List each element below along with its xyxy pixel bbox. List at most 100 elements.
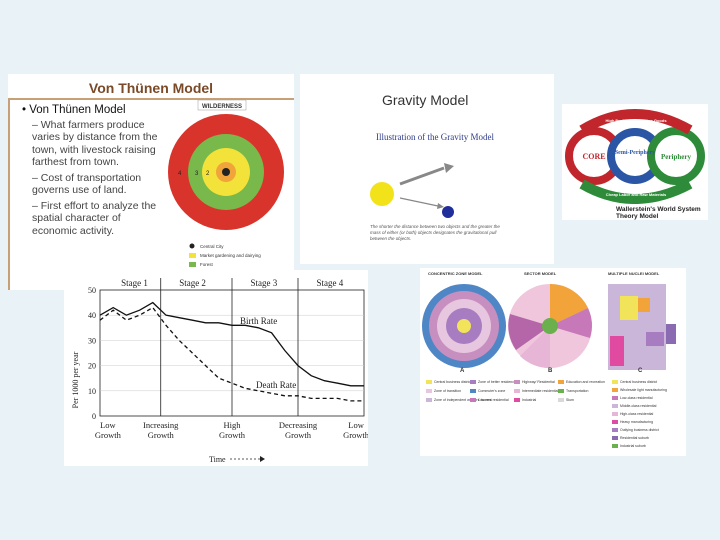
- von-thunen-panel: Von Thünen Model • Von Thünen Model – Wh…: [8, 74, 294, 290]
- concentric-title: CONCENTRIC ZONE MODEL: [428, 271, 483, 276]
- letter-a: A: [460, 368, 465, 374]
- force-arrow-1: [399, 166, 445, 186]
- legend-swatch: [612, 420, 618, 424]
- legend-market-gardening: Market gardening and dairying: [200, 253, 261, 258]
- legend-swatch: [612, 428, 618, 432]
- legend-text: Zone of independent workers' homes: [434, 398, 492, 402]
- sector-industry: [550, 283, 588, 326]
- y-tick-label: 30: [88, 336, 96, 345]
- urban-models-diagrams: [422, 283, 676, 370]
- legend-swatch: [612, 404, 618, 408]
- birth-rate-label: Birth Rate: [240, 316, 277, 326]
- urban-models-panel: CONCENTRIC ZONE MODEL SECTOR MODEL MULTI…: [420, 268, 686, 456]
- wilderness-label: WILDERNESS: [202, 104, 242, 110]
- legend-swatch: [612, 436, 618, 440]
- legend-text: Residential suburb: [620, 436, 649, 440]
- legend-swatch-city: [189, 243, 195, 249]
- legend-swatch: [426, 389, 432, 393]
- left-accent-bar: [8, 98, 10, 290]
- world-system-diagram: CORE Semi-Periphery Periphery High Profi…: [565, 109, 705, 204]
- phase-label: Growth: [148, 430, 175, 440]
- high-profit-label: High Profit Consumption Goods: [605, 118, 667, 123]
- legend-text: Low-class residential: [620, 396, 653, 400]
- legend-swatch: [558, 380, 564, 384]
- ring-number-3: 3: [195, 171, 199, 177]
- urban-legend-c-item: Wholesale light manufacturing: [612, 388, 667, 392]
- y-tick-label: 10: [88, 387, 96, 396]
- legend-swatch: [612, 444, 618, 448]
- ring-number-2: 2: [206, 171, 210, 177]
- y-tick-label: 50: [88, 286, 96, 295]
- gravity-subtitle: Illustration of the Gravity Model: [376, 132, 494, 142]
- legend-text: Zone of transition: [434, 389, 462, 393]
- phase-label: High: [224, 420, 242, 430]
- urban-legend-item: Commuter's zone: [470, 389, 505, 393]
- sub-bullet-2: – Cost of transportation governs use of …: [32, 171, 142, 197]
- y-axis-label: Per 1000 per year: [71, 351, 80, 408]
- legend-swatch: [426, 398, 432, 402]
- y-tick-label: 0: [92, 412, 96, 421]
- time-arrow-head: [260, 456, 265, 462]
- small-object: [442, 206, 454, 218]
- legend-swatch: [470, 389, 476, 393]
- cheap-labor-label: Cheap Labor and Raw Materials: [606, 192, 667, 197]
- gravity-title: Gravity Model: [382, 92, 469, 108]
- legend-central-city: Central City: [200, 244, 224, 249]
- periphery-label: Periphery: [661, 153, 691, 161]
- force-arrow-2: [399, 197, 439, 207]
- birth-rate-line: [99, 301, 364, 387]
- legend-swatch: [514, 389, 520, 393]
- legend-text: Education and recreation: [566, 380, 605, 384]
- legend-swatch: [612, 388, 618, 392]
- urban-legend-item: Industrial: [514, 398, 536, 402]
- legend-swatch-dairy: [189, 253, 196, 258]
- urban-legend-item: Transportation: [558, 389, 588, 393]
- sub-bullet-1: – What farmers produce varies by distanc…: [32, 118, 158, 169]
- legend-text: Central business district: [434, 380, 472, 384]
- phase-label: Growth: [95, 430, 122, 440]
- wilderness-box: [197, 99, 247, 111]
- sub-bullet-3: – First effort to analyze the spatial ch…: [32, 199, 157, 237]
- concentric-cbd: [457, 319, 471, 333]
- stage-label: Stage 3: [250, 278, 277, 288]
- urban-legend-item: Zone of independent workers' homes: [426, 398, 491, 402]
- legend-swatch: [558, 389, 564, 393]
- urban-legend-item: Zone of transition: [426, 389, 461, 393]
- nuclei-wholesale: [638, 298, 650, 312]
- legend-text: Slum: [566, 398, 574, 402]
- urban-legend-item: Zone of better residences: [470, 380, 518, 384]
- legend-text: Zone of better residences: [478, 380, 518, 384]
- central-city-dot: [222, 168, 230, 176]
- title-underline: [8, 98, 294, 100]
- legend-text: Central business district: [620, 380, 658, 384]
- phase-label: Low: [348, 420, 364, 430]
- gravity-model-panel: Gravity Model Illustration of the Gravit…: [300, 74, 554, 264]
- legend-text: Commuter's zone: [478, 389, 506, 393]
- demographic-transition-panel: 50 40 30 20 10 0 Stage 1 Stage 2 Stage 3 Stage 4 L…: [64, 270, 368, 466]
- legend-text: Transportation: [566, 389, 589, 393]
- urban-legend-c-item: Outlying business district: [612, 428, 659, 432]
- sector-cbd: [542, 318, 558, 334]
- phase-label: Increasing: [143, 420, 179, 430]
- nuclei-outlying: [646, 332, 664, 346]
- stage-label: Stage 4: [316, 278, 343, 288]
- phase-label: Growth: [343, 430, 368, 440]
- y-tick-label: 40: [88, 311, 96, 320]
- urban-legend-item: Slum: [558, 398, 574, 402]
- legend-text: Industrial suburb: [620, 444, 646, 448]
- arrow-head-1: [444, 163, 454, 173]
- sector-high-class: [508, 314, 550, 350]
- nuclei-cbd: [620, 296, 638, 320]
- letter-c: C: [638, 368, 643, 374]
- legend-text: Intermediate residential: [522, 389, 559, 393]
- letter-b: B: [548, 368, 553, 374]
- urban-legend-c-item: Heavy manufacturing: [612, 420, 653, 424]
- y-tick-label: 20: [88, 362, 96, 371]
- chart-lines: [99, 301, 364, 402]
- urban-legend-c-item: Residential suburb: [612, 436, 649, 440]
- stage-label: Stage 1: [121, 278, 148, 288]
- x-axis-label: Time: [209, 455, 226, 464]
- legend-swatch: [558, 398, 564, 402]
- legend-swatch: [514, 398, 520, 402]
- legend-swatch: [612, 412, 618, 416]
